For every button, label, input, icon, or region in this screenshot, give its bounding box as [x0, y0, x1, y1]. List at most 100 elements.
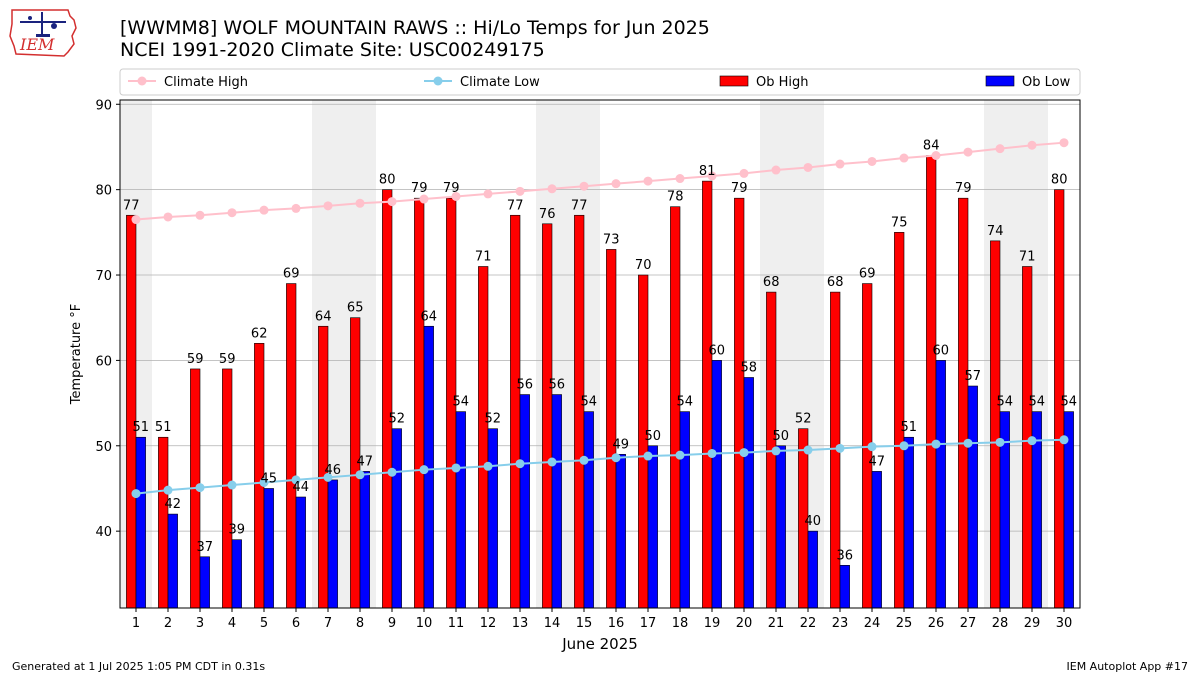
climate-lines — [131, 138, 1069, 499]
climate-high-point — [803, 162, 813, 172]
x-tick-label: 29 — [1024, 616, 1041, 631]
climate-low-point — [547, 457, 557, 467]
high-bar — [414, 197, 425, 609]
low-bar — [199, 556, 210, 609]
climate-high-point — [1059, 138, 1069, 148]
legend-label: Climate Low — [460, 75, 540, 90]
climate-high-point — [963, 147, 973, 157]
low-value-label: 64 — [421, 309, 438, 324]
climate-low-point — [451, 463, 461, 473]
climate-low-point — [131, 489, 141, 499]
low-bar — [935, 360, 946, 609]
climate-low-point — [707, 448, 717, 458]
high-bar — [958, 197, 969, 609]
climate-low-point — [515, 459, 525, 469]
low-value-label: 37 — [197, 540, 214, 555]
high-value-label: 68 — [763, 275, 780, 290]
low-value-label: 51 — [901, 420, 918, 435]
climate-high-point — [387, 197, 397, 207]
high-value-label: 77 — [571, 198, 588, 213]
y-tick-label: 50 — [95, 440, 112, 455]
climate-high-point — [515, 186, 525, 196]
climate-high-point — [867, 156, 877, 166]
legend-marker — [137, 76, 147, 86]
bar-value-labels: 77 51 59 59 62 69 64 65 80 79 79 71 77 76 77 73 70 78 81 79… — [123, 138, 1077, 563]
low-bar — [583, 411, 594, 609]
x-tick-label: 22 — [800, 616, 817, 631]
high-bar — [574, 214, 585, 609]
x-tick-label: 19 — [704, 616, 721, 631]
high-value-label: 79 — [731, 181, 748, 196]
app-id: IEM Autoplot App #17 — [1066, 660, 1189, 673]
x-tick-label: 6 — [292, 616, 300, 631]
high-value-label: 74 — [987, 224, 1004, 239]
low-bar — [967, 385, 978, 609]
x-tick-label: 28 — [992, 616, 1009, 631]
climate-low-point — [387, 467, 397, 477]
high-value-label: 78 — [667, 190, 684, 205]
climate-high-point — [163, 212, 173, 222]
y-tick-label: 90 — [95, 98, 112, 113]
climate-high-point — [483, 189, 493, 199]
climate-high-point — [419, 194, 429, 204]
high-value-label: 79 — [411, 181, 428, 196]
x-tick-label: 7 — [324, 616, 332, 631]
low-value-label: 45 — [261, 471, 278, 486]
high-bar — [702, 180, 713, 609]
legend-marker — [433, 76, 443, 86]
y-tick-label: 40 — [95, 525, 112, 540]
low-value-label: 42 — [165, 497, 182, 512]
low-bar — [391, 428, 402, 609]
low-bar — [455, 411, 466, 609]
high-value-label: 62 — [251, 326, 268, 341]
low-value-label: 54 — [677, 395, 694, 410]
bar-series — [126, 155, 1074, 609]
x-tick-label: 21 — [768, 616, 785, 631]
climate-high-point — [1027, 140, 1037, 150]
climate-high-point — [355, 198, 365, 208]
x-tick-label: 3 — [196, 616, 204, 631]
low-bar — [711, 360, 722, 609]
legend: Climate High Climate Low Ob High Ob Low — [119, 68, 1081, 96]
high-value-label: 80 — [1051, 173, 1068, 188]
climate-low-point — [579, 455, 589, 465]
high-value-label: 76 — [539, 207, 556, 222]
high-value-label: 71 — [1019, 249, 1036, 264]
low-bar — [295, 496, 306, 609]
high-bar — [990, 240, 1001, 609]
high-bar — [926, 155, 937, 609]
low-bar — [807, 530, 818, 609]
low-value-label: 47 — [869, 454, 886, 469]
x-axis-label: June 2025 — [561, 635, 638, 653]
climate-high-point — [771, 165, 781, 175]
low-value-label: 56 — [549, 378, 566, 393]
low-value-label: 49 — [613, 437, 630, 452]
high-bar — [734, 197, 745, 609]
low-value-label: 57 — [965, 369, 982, 384]
x-tick-label: 10 — [416, 616, 433, 631]
high-value-label: 64 — [315, 309, 332, 324]
x-tick-label: 12 — [480, 616, 497, 631]
climate-high-point — [899, 153, 909, 163]
climate-high-point — [579, 181, 589, 191]
climate-high-point — [227, 208, 237, 218]
climate-low-point — [643, 451, 653, 461]
low-value-label: 51 — [133, 420, 150, 435]
chart-title: [WWMM8] WOLF MOUNTAIN RAWS :: Hi/Lo Temp… — [120, 17, 710, 39]
logo-text: IEM — [19, 35, 55, 54]
low-value-label: 60 — [709, 343, 726, 358]
high-bar — [606, 249, 617, 609]
low-value-label: 60 — [933, 343, 950, 358]
low-value-label: 39 — [229, 523, 246, 538]
low-bar — [263, 488, 274, 609]
x-tick-label: 16 — [608, 616, 625, 631]
climate-high-point — [707, 171, 717, 181]
y-tick-label: 60 — [95, 354, 112, 369]
low-bar — [615, 454, 626, 609]
climate-low-point — [1059, 435, 1069, 445]
high-value-label: 52 — [795, 412, 812, 427]
y-tick-label: 70 — [95, 269, 112, 284]
low-bar — [839, 565, 850, 609]
